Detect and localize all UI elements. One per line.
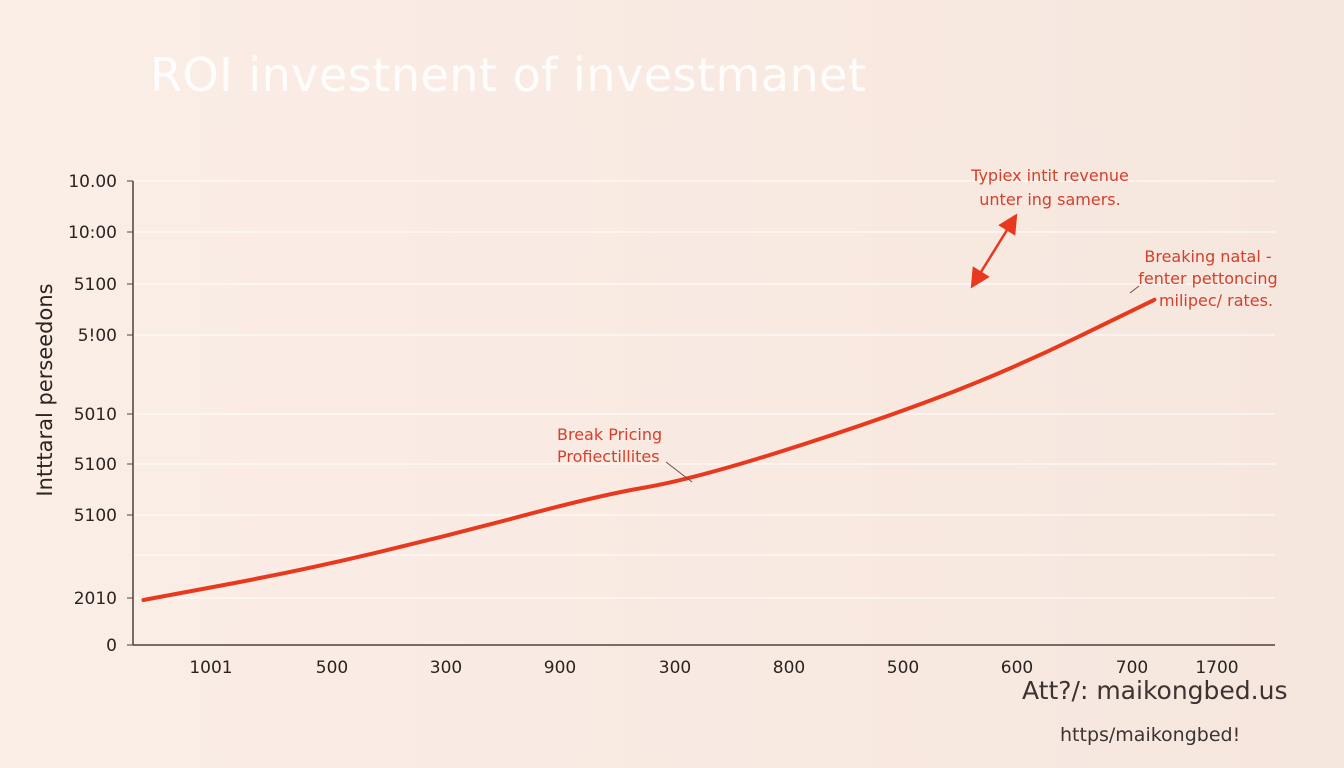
annotation-line: fenter pettoncing: [1138, 269, 1277, 288]
x-tick-label: 500: [887, 658, 919, 678]
x-tick-label: 900: [544, 658, 576, 678]
y-tick-label: 10.00: [68, 172, 117, 192]
annotation-line: milipec/ rates.: [1159, 291, 1273, 310]
pointer-line: [665, 461, 693, 483]
annotation-line: Breaking natal -: [1144, 247, 1271, 266]
x-tick-label: 600: [1001, 658, 1033, 678]
annotation-line: Break Pricing: [557, 425, 662, 444]
x-tick-label: 700: [1116, 658, 1148, 678]
series-line: [141, 297, 1157, 602]
y-tick-label: 5!00: [78, 326, 117, 346]
annotation-line: Profiectillites: [557, 447, 660, 466]
source-text: Att?/: maikongbed.us: [1022, 676, 1288, 705]
x-tick-label: 800: [773, 658, 805, 678]
y-tick-label: 2010: [74, 589, 117, 609]
annotation-typical-revenue: Typiex intit revenue unter ing samers.: [970, 166, 1129, 289]
chart-title: ROI investnent of investmanet: [150, 48, 867, 102]
x-tick-label: 300: [659, 658, 691, 678]
y-tick-label: 5010: [74, 405, 117, 425]
pointer-line: [1129, 285, 1140, 294]
y-tick-label: 0: [106, 636, 117, 656]
y-tick-label: 5100: [74, 275, 117, 295]
double-arrow-icon: [970, 213, 1018, 289]
gridlines: [134, 180, 1275, 599]
url-text: https/maikongbed!: [1060, 724, 1241, 746]
y-tick-label: 5100: [74, 455, 117, 475]
x-tick-label: 500: [316, 658, 348, 678]
annotation-line: unter ing samers.: [979, 190, 1120, 209]
y-tick-label: 10:00: [68, 223, 117, 243]
annotation-break-pricing: Break Pricing Profiectillites: [557, 425, 693, 483]
annotation-breaking: Breaking natal - fenter pettoncing milip…: [1129, 247, 1278, 310]
y-axis-label: Intttaral perseedons: [33, 283, 57, 496]
x-tick-label: 1001: [189, 658, 232, 678]
annotation-line: Typiex intit revenue: [970, 166, 1129, 185]
x-tick-label: 1700: [1195, 658, 1238, 678]
x-tick-label: 300: [430, 658, 462, 678]
y-tick-label: 5100: [74, 506, 117, 526]
